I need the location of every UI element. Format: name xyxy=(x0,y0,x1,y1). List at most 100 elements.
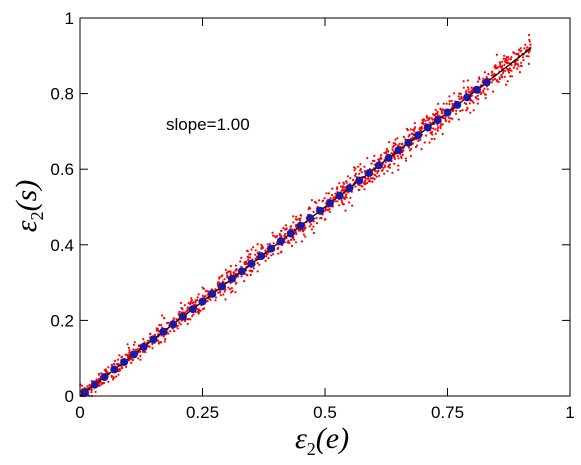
scatter-point xyxy=(414,146,417,149)
scatter-point xyxy=(325,192,328,195)
binned-mean-point xyxy=(90,380,99,389)
scatter-point xyxy=(375,175,378,178)
scatter-point xyxy=(272,253,275,256)
scatter-point xyxy=(482,89,485,92)
scatter-point xyxy=(256,261,259,265)
scatter-point xyxy=(519,47,522,50)
scatter-point xyxy=(115,375,118,378)
scatter-point xyxy=(434,114,437,117)
scatter-point xyxy=(294,241,298,244)
scatter-point xyxy=(101,382,105,385)
scatter-point xyxy=(98,384,101,387)
scatter-point xyxy=(360,171,363,174)
scatter-point xyxy=(300,240,303,243)
scatter-point xyxy=(423,141,426,144)
scatter-point xyxy=(304,226,307,229)
scatter-point xyxy=(124,353,127,356)
scatter-point xyxy=(312,231,315,235)
scatter-point xyxy=(391,148,394,151)
scatter-point xyxy=(398,142,401,145)
scatter-point xyxy=(470,99,473,102)
scatter-point xyxy=(434,132,437,135)
scatter-point xyxy=(221,274,224,277)
scatter-point xyxy=(202,287,205,290)
scatter-point xyxy=(335,187,338,190)
scatter-point xyxy=(404,159,408,162)
scatter-point xyxy=(201,294,204,297)
scatter-cloud-layer xyxy=(79,33,532,398)
scatter-point xyxy=(194,301,197,304)
scatter-point xyxy=(231,289,234,293)
scatter-point xyxy=(526,46,529,49)
scatter-point xyxy=(386,170,389,173)
scatter-point xyxy=(500,66,503,69)
scatter-point xyxy=(393,162,396,165)
scatter-point xyxy=(373,154,376,157)
scatter-point xyxy=(466,86,469,89)
scatter-point xyxy=(505,59,508,62)
scatter-point xyxy=(340,189,343,192)
scatter-point xyxy=(338,182,341,185)
scatter-point xyxy=(501,60,504,63)
scatter-point xyxy=(439,126,442,130)
scatter-point xyxy=(214,288,217,291)
binned-mean-point xyxy=(472,85,481,94)
scatter-point xyxy=(388,163,391,166)
scatter-point xyxy=(280,229,283,232)
scatter-point xyxy=(186,318,189,321)
scatter-point xyxy=(459,109,462,113)
scatter-point xyxy=(239,260,242,263)
scatter-point xyxy=(120,355,124,358)
scatter-point xyxy=(369,177,372,180)
scatter-point xyxy=(310,228,313,231)
scatter-point xyxy=(218,276,221,279)
binned-mean-point xyxy=(178,312,187,321)
y-axis-label-main: ε xyxy=(10,220,43,232)
scatter-point xyxy=(436,129,439,132)
scatter-point xyxy=(125,365,128,368)
scatter-point xyxy=(216,283,219,286)
binned-mean-point xyxy=(139,342,148,351)
scatter-point xyxy=(462,80,465,83)
scatter-point xyxy=(429,132,432,135)
scatter-point xyxy=(199,309,202,312)
scatter-point xyxy=(271,231,274,234)
scatter-point xyxy=(292,221,295,224)
scatter-point xyxy=(331,187,334,190)
tick-layer: 0 0.25 0.5 0.75 1 0 0.2 0.4 0.6 0.8 1 xyxy=(50,9,574,422)
scatter-point xyxy=(439,125,442,128)
scatter-point xyxy=(246,250,249,253)
scatter-point xyxy=(496,80,499,83)
scatter-point xyxy=(349,196,352,199)
scatter-point xyxy=(525,55,528,58)
scatter-point xyxy=(298,219,302,222)
scatter-point xyxy=(440,110,444,113)
scatter-point xyxy=(506,80,509,83)
scatter-point xyxy=(118,354,121,357)
scatter-point xyxy=(485,75,488,79)
scatter-point xyxy=(290,238,293,241)
binned-mean-point xyxy=(159,327,168,336)
scatter-point xyxy=(299,229,302,232)
scatter-point xyxy=(223,278,226,281)
scatter-point xyxy=(264,249,267,252)
scatter-point xyxy=(370,162,373,165)
scatter-point xyxy=(90,391,93,394)
scatter-point xyxy=(491,71,494,74)
scatter-point xyxy=(270,254,273,257)
scatter-point xyxy=(151,342,154,346)
scatter-point xyxy=(229,270,232,273)
scatter-point xyxy=(160,324,163,327)
scatter-point xyxy=(457,95,460,98)
scatter-point xyxy=(343,186,346,189)
scatter-point xyxy=(133,341,136,344)
scatter-point xyxy=(198,311,201,314)
binned-mean-point xyxy=(129,350,138,359)
scatter-point xyxy=(236,275,240,278)
scatter-point xyxy=(336,200,339,203)
scatter-point xyxy=(127,353,130,356)
scatter-point xyxy=(284,224,287,227)
scatter-point xyxy=(159,341,162,344)
binned-mean-point xyxy=(257,252,266,261)
scatter-point xyxy=(107,380,110,383)
